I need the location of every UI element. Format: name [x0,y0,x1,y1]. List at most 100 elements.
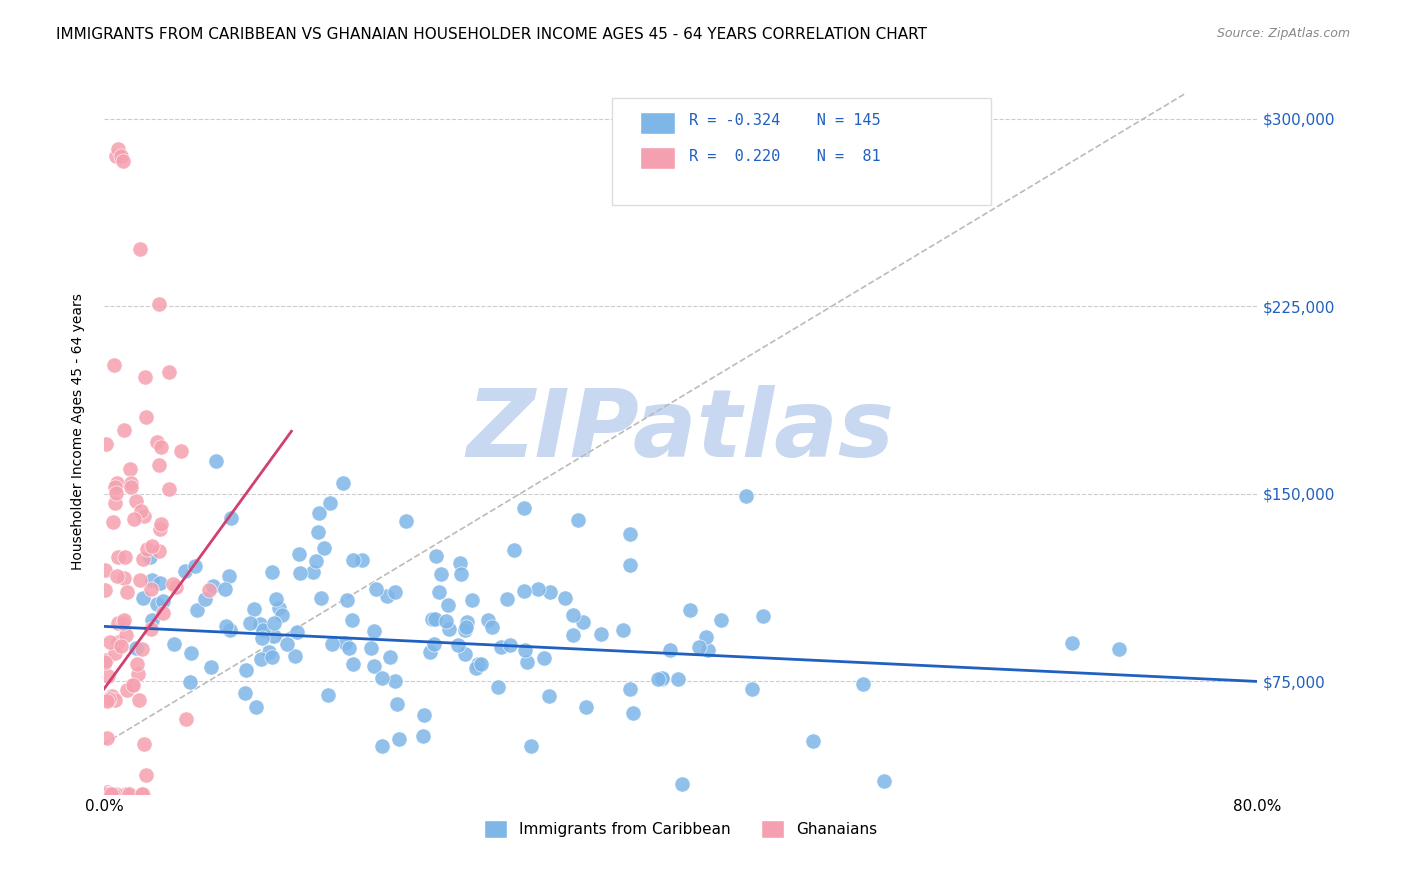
Point [671,776,693,790]
Point [101,787,124,801]
Point [149,516,172,531]
Point [111,615,134,630]
Point [115,627,138,641]
Point [437,623,460,637]
Point [141,573,163,587]
Text: IMMIGRANTS FROM CARIBBEAN VS GHANAIAN HOUSEHOLDER INCOME AGES 45 - 64 YEARS CORR: IMMIGRANTS FROM CARIBBEAN VS GHANAIAN HO… [56,27,927,42]
Point [141,613,163,627]
Point [214,582,236,597]
Point [384,673,406,688]
Point [516,655,538,669]
Point [104,480,127,494]
Point [285,624,308,639]
Point [112,423,135,437]
Point [465,661,488,675]
Point [658,643,681,657]
Point [104,693,127,707]
Point [257,645,280,659]
Point [360,641,382,656]
Point [801,734,824,748]
Point [456,615,478,630]
Point [678,603,700,617]
Point [363,624,385,638]
Point [481,620,503,634]
Point [512,501,534,516]
Point [105,476,128,491]
Point [589,626,612,640]
Point [107,142,129,156]
Point [120,476,142,491]
Point [180,646,202,660]
Point [219,511,242,525]
Point [567,512,589,526]
Point [129,504,152,518]
Point [115,682,138,697]
Point [100,787,122,801]
Point [363,659,385,673]
Point [336,592,359,607]
Point [149,575,172,590]
Point [249,652,271,666]
Point [162,577,184,591]
Point [121,678,143,692]
Point [96,653,118,667]
Point [131,642,153,657]
Point [235,663,257,677]
Point [436,599,458,613]
Point [333,635,356,649]
Point [412,729,434,743]
Point [647,673,669,687]
Point [666,672,689,686]
Point [371,671,394,685]
Point [186,603,208,617]
Point [118,462,141,476]
Point [152,606,174,620]
Point [873,774,896,789]
Text: Source: ZipAtlas.com: Source: ZipAtlas.com [1216,27,1350,40]
Point [149,522,172,536]
Legend: Immigrants from Caribbean, Ghanaians: Immigrants from Caribbean, Ghanaians [478,814,883,845]
Point [449,556,471,570]
Point [488,680,510,694]
Point [139,582,162,597]
Point [131,787,153,801]
Point [276,637,298,651]
Point [245,700,267,714]
Point [105,787,128,801]
Point [496,592,519,607]
Point [619,527,641,541]
Point [302,565,325,579]
Point [619,682,641,697]
Point [139,549,162,564]
Point [184,558,207,573]
Point [470,657,492,671]
Point [477,613,499,627]
Point [112,613,135,627]
Point [735,489,758,503]
Point [554,591,576,605]
Point [852,677,875,691]
Point [270,608,292,623]
Point [131,787,153,801]
Point [621,706,644,720]
Point [515,642,537,657]
Point [499,638,522,652]
Point [378,649,401,664]
Text: R =  0.220    N =  81: R = 0.220 N = 81 [689,149,880,163]
Point [145,435,167,450]
Point [513,584,536,599]
Point [233,686,256,700]
Point [194,591,217,606]
Point [112,571,135,585]
Point [127,667,149,681]
Point [370,739,392,754]
Point [96,731,118,746]
Point [619,558,641,572]
Point [377,589,399,603]
Point [214,619,236,633]
Point [121,480,143,494]
Point [308,506,330,520]
Point [129,242,152,256]
Point [697,643,720,657]
Point [419,644,441,658]
